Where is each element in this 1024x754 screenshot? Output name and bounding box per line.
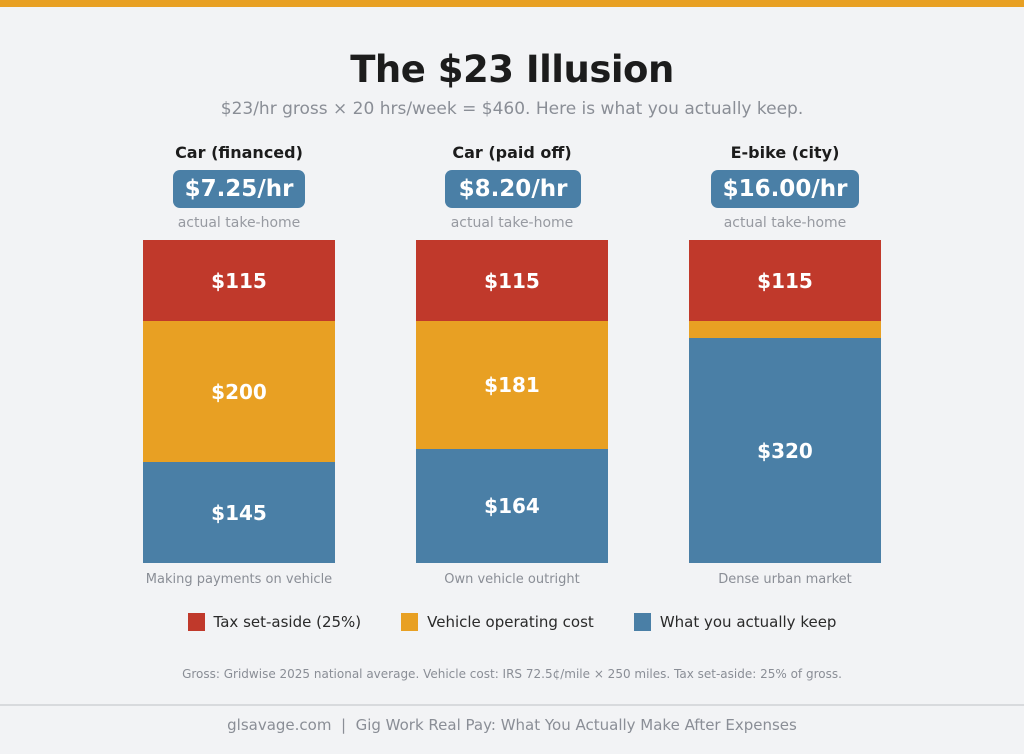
segment-tax: $115 (416, 240, 608, 321)
segment-keep: $320 (689, 338, 881, 563)
chart-subtitle: $23/hr gross × 20 hrs/week = $460. Here … (220, 99, 804, 119)
source-note: Gross: Gridwise 2025 national average. V… (182, 667, 842, 681)
chart-legend: Tax set-aside (25%) Vehicle operating co… (0, 613, 1024, 631)
column-footnote: Making payments on vehicle (145, 572, 333, 587)
legend-label: What you actually keep (659, 613, 837, 631)
segment-vehicle-cost: $200 (143, 321, 335, 462)
segment-tax: $115 (143, 240, 335, 321)
top-accent-bar (0, 0, 1024, 7)
stacked-bar: $115 $320 (689, 240, 881, 563)
legend-item-vehicle-cost: Vehicle operating cost (401, 613, 594, 631)
rate-caption: actual take-home (723, 215, 847, 231)
legend-item-keep: What you actually keep (633, 613, 837, 631)
footer-divider (0, 704, 1024, 706)
column-footnote: Dense urban market (718, 572, 852, 587)
segment-keep: $164 (416, 449, 608, 563)
rate-caption: actual take-home (450, 215, 574, 231)
column-title: E-bike (city) (730, 143, 840, 162)
column-title: Car (paid off) (452, 143, 572, 162)
rate-caption: actual take-home (177, 215, 301, 231)
rate-badge: $8.20/hr (445, 170, 581, 208)
legend-label: Tax set-aside (25%) (213, 613, 362, 631)
segment-tax: $115 (689, 240, 881, 321)
footer-credit: glsavage.com | Gig Work Real Pay: What Y… (227, 716, 797, 734)
legend-item-tax: Tax set-aside (25%) (187, 613, 362, 631)
legend-swatch-keep (633, 613, 651, 631)
stacked-bar: $115 $181 $164 (416, 240, 608, 563)
segment-keep: $145 (143, 462, 335, 563)
segment-vehicle-cost (689, 321, 881, 338)
rate-badge: $7.25/hr (173, 170, 305, 208)
rate-badge: $16.00/hr (711, 170, 859, 208)
legend-swatch-tax (187, 613, 205, 631)
chart-title: The $23 Illusion (350, 48, 674, 91)
legend-swatch-vehicle (401, 613, 419, 631)
column-footnote: Own vehicle outright (444, 572, 580, 587)
column-title: Car (financed) (175, 143, 303, 162)
stacked-bar: $115 $200 $145 (143, 240, 335, 563)
legend-label: Vehicle operating cost (427, 613, 594, 631)
segment-vehicle-cost: $181 (416, 321, 608, 449)
